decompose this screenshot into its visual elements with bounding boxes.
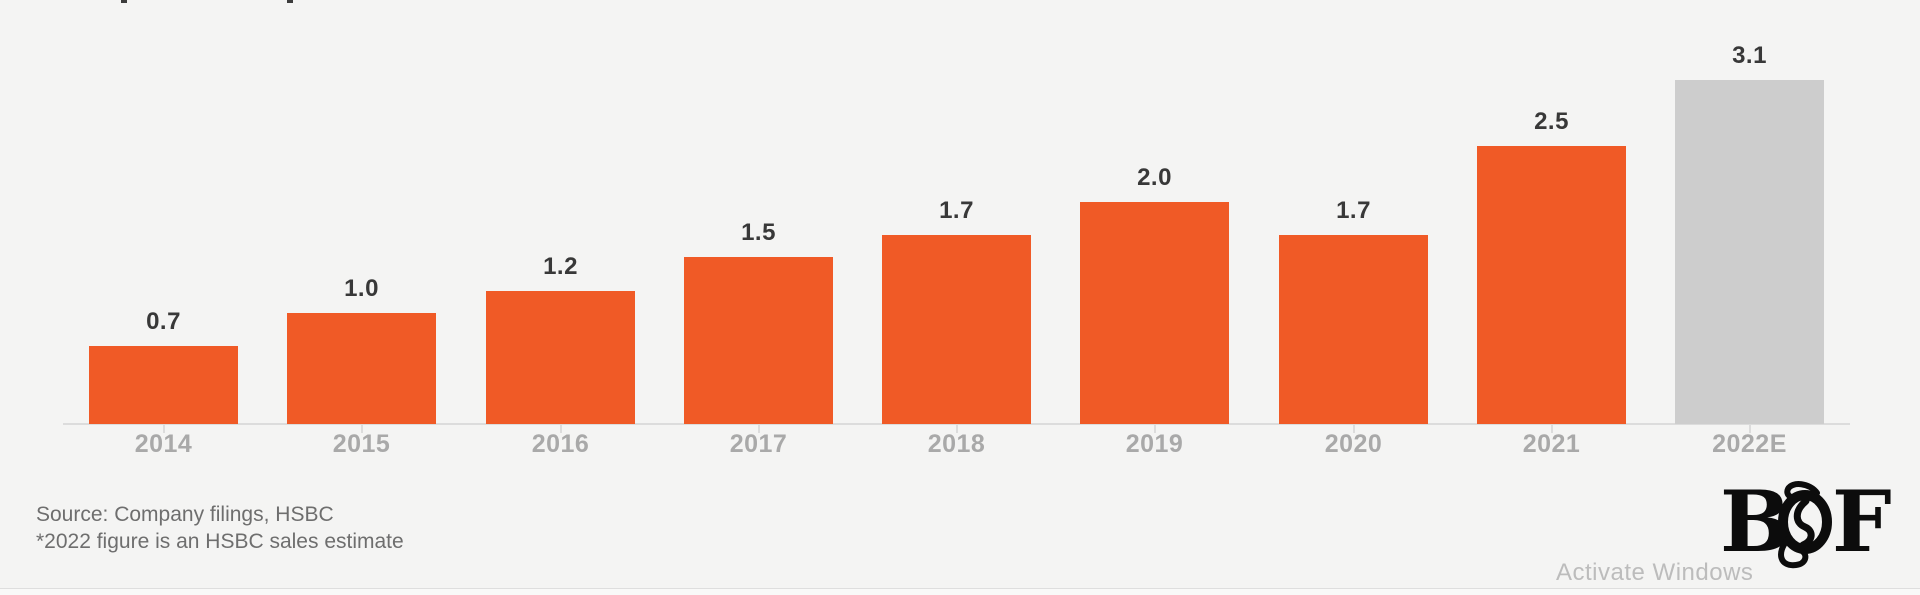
value-label-2022E: 3.1	[1732, 42, 1767, 69]
value-label-2015: 1.0	[344, 275, 379, 302]
bar-2014	[89, 346, 238, 424]
axis-tick-2021	[1551, 424, 1553, 433]
category-label-2016: 2016	[531, 430, 590, 458]
bar-2022E	[1675, 80, 1824, 424]
bar-2017	[684, 257, 833, 424]
category-label-2020: 2020	[1324, 430, 1383, 458]
axis-tick-2016	[560, 424, 562, 433]
bof-logo-letter-f: F	[1832, 481, 1892, 571]
category-label-2014: 2014	[134, 430, 193, 458]
category-label-2015: 2015	[332, 430, 391, 458]
value-label-2016: 1.2	[543, 253, 578, 280]
axis-tick-2020	[1353, 424, 1355, 433]
chart-footnote: Source: Company filings, HSBC *2022 figu…	[36, 501, 404, 555]
bottom-edge-divider	[0, 588, 1920, 595]
source-line: Source: Company filings, HSBC	[36, 503, 334, 526]
value-label-2021: 2.5	[1534, 108, 1569, 135]
cropped-title-fragment	[121, 0, 127, 3]
axis-tick-2019	[1154, 424, 1156, 433]
cropped-title-fragment	[287, 0, 293, 3]
bar-2019	[1080, 202, 1229, 424]
activate-windows-watermark: Activate Windows	[1556, 559, 1754, 586]
category-label-2021: 2021	[1522, 430, 1581, 458]
category-label-2019: 2019	[1125, 430, 1184, 458]
value-label-2017: 1.5	[741, 219, 776, 246]
bof-logo: B F	[1720, 481, 1892, 571]
value-label-2020: 1.7	[1336, 197, 1371, 224]
value-label-2019: 2.0	[1137, 164, 1172, 191]
axis-tick-2015	[361, 424, 363, 433]
bar-2020	[1279, 235, 1428, 424]
axis-tick-2018	[956, 424, 958, 433]
category-label-2018: 2018	[927, 430, 986, 458]
axis-tick-2017	[758, 424, 760, 433]
bar-2021	[1477, 146, 1626, 424]
value-label-2018: 1.7	[939, 197, 974, 224]
bar-2016	[486, 291, 635, 424]
category-label-2022E: 2022E	[1712, 430, 1787, 458]
bar-2015	[287, 313, 436, 424]
estimate-note-line: *2022 figure is an HSBC sales estimate	[36, 530, 404, 553]
value-label-2014: 0.7	[146, 308, 181, 335]
bar-2018	[882, 235, 1031, 424]
category-label-2017: 2017	[729, 430, 788, 458]
bof-logo-ornamental-o	[1778, 481, 1832, 569]
axis-tick-2022E	[1749, 424, 1751, 433]
axis-tick-2014	[163, 424, 165, 433]
